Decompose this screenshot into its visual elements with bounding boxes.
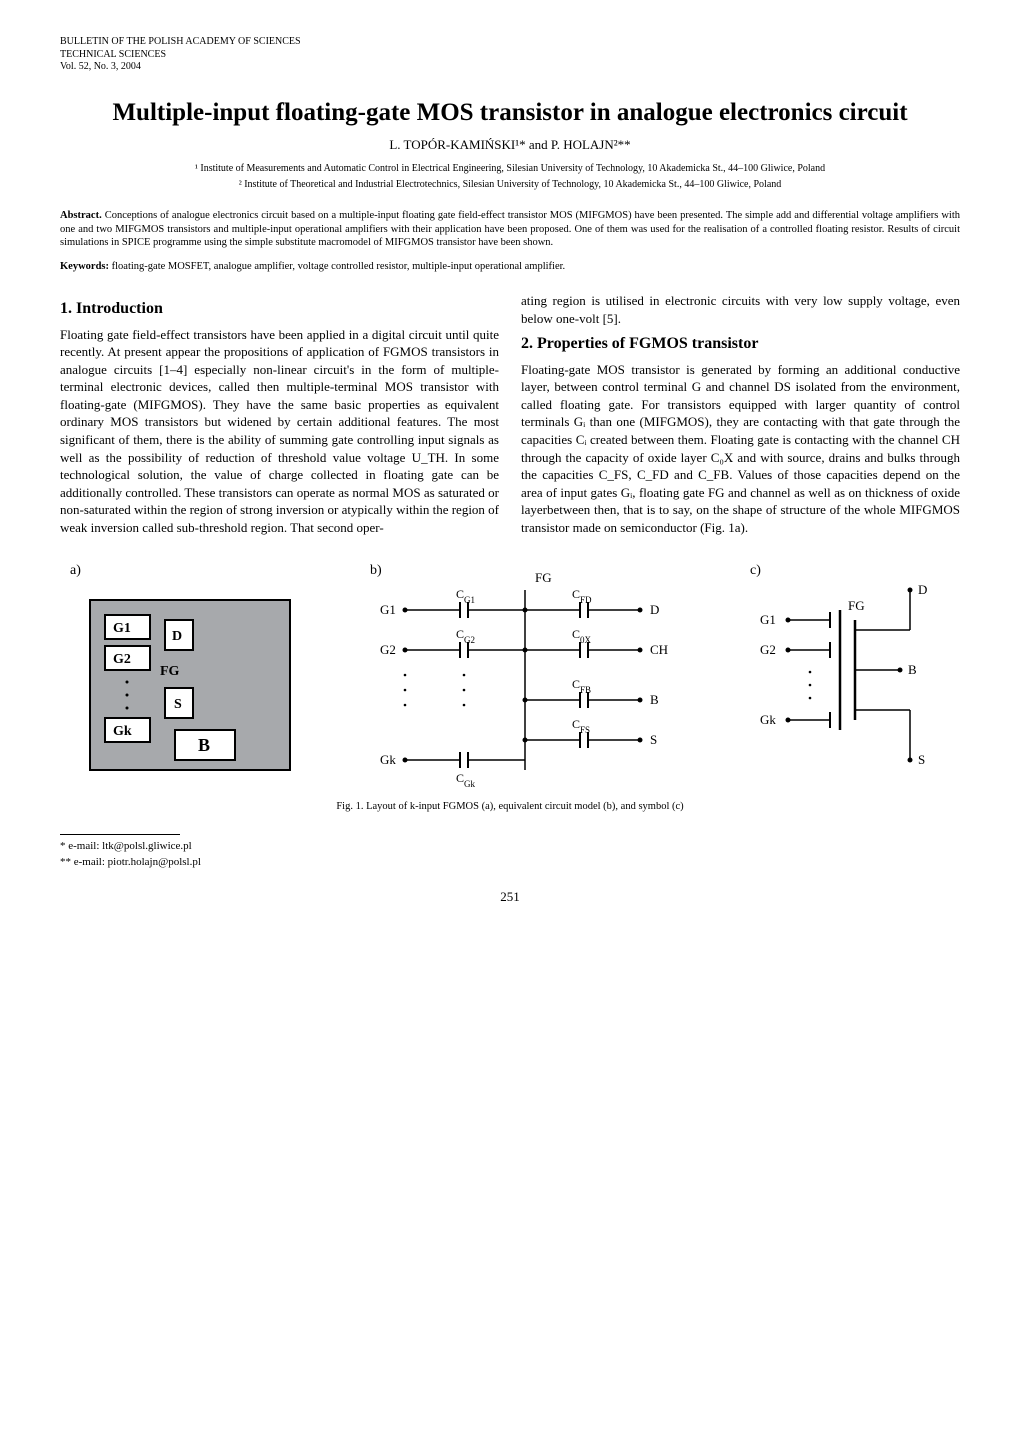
section-1-para-1: Floating gate field-effect transistors h… (60, 326, 499, 537)
section-1-para-1b: ating region is utilised in electronic c… (521, 292, 960, 327)
fig1c-g2-lab: G2 (760, 642, 776, 657)
keywords-text: floating-gate MOSFET, analogue amplifier… (109, 261, 565, 272)
right-column: ating region is utilised in electronic c… (521, 292, 960, 540)
fig1b-ldot2 (404, 689, 407, 692)
fig1b-s-node (523, 738, 528, 743)
fig1a-dot1 (126, 681, 129, 684)
fig1b-cg1-lab: CG1 (456, 587, 475, 605)
fig1b-s-term (638, 738, 643, 743)
fig1b-g2-lab: G2 (380, 642, 396, 657)
fig1b-cfb-lab: CFB (572, 677, 591, 695)
fig1b-ch-lab: CH (650, 642, 668, 657)
fig1c-g1-lab: G1 (760, 612, 776, 627)
abstract-label: Abstract. (60, 210, 102, 221)
footnote-rule (60, 834, 180, 835)
journal-line-3: Vol. 52, No. 3, 2004 (60, 61, 960, 74)
fig1b-cfs-lab: CFS (572, 717, 590, 735)
authors-line: L. TOPÓR-KAMIŃSKI¹* and P. HOLAJN²** (60, 136, 960, 154)
fig1b-b-term (638, 698, 643, 703)
footnote-1: * e-mail: ltk@polsl.gliwice.pl (60, 839, 960, 854)
figure-1a: a) G1 G2 Gk D FG S B (60, 560, 310, 790)
fig1b-gk-lab: Gk (380, 752, 396, 767)
abstract-text: Conceptions of analogue electronics circ… (60, 210, 960, 248)
section-2-para-1: Floating-gate MOS transistor is generate… (521, 361, 960, 536)
fig1a-g2-label: G2 (113, 652, 131, 667)
fig1b-cg2-lab: CG2 (456, 627, 475, 645)
fig1a-s-label: S (174, 697, 182, 712)
fig1c-d3 (809, 697, 812, 700)
fig1c-b-lab: B (908, 662, 917, 677)
figure-1-caption: Fig. 1. Layout of k-input FGMOS (a), equ… (60, 800, 960, 814)
fig1c-label: c) (750, 563, 761, 578)
keywords-label: Keywords: (60, 261, 109, 272)
journal-header: BULLETIN OF THE POLISH ACADEMY OF SCIENC… (60, 36, 960, 74)
affiliation-1: ¹ Institute of Measurements and Automati… (60, 163, 960, 176)
fig1a-g1-label: G1 (113, 621, 131, 636)
fig1c-d2 (809, 684, 812, 687)
fig1a-label: a) (70, 563, 81, 578)
fig1a-fg-label: FG (160, 664, 180, 679)
fig1b-fg-label: FG (535, 570, 552, 585)
fig1b-g1-lab: G1 (380, 602, 396, 617)
left-column: 1. Introduction Floating gate field-effe… (60, 292, 499, 540)
fig1b-ch-term (638, 648, 643, 653)
fig1a-dot3 (126, 707, 129, 710)
fig1b-b-lab: B (650, 692, 659, 707)
page-number: 251 (60, 888, 960, 906)
figure-1: a) G1 G2 Gk D FG S B (60, 560, 960, 790)
body-columns: 1. Introduction Floating gate field-effe… (60, 292, 960, 540)
figure-1b-svg: b) FG G1 CG1 G2 CG2 (360, 560, 690, 790)
fig1c-fg-lab: FG (848, 598, 865, 613)
fig1b-d-term (638, 608, 643, 613)
fig1a-b-label: B (198, 735, 210, 755)
abstract-block: Abstract. Conceptions of analogue electr… (60, 209, 960, 250)
affiliation-2: ² Institute of Theoretical and Industria… (60, 179, 960, 192)
figure-1b: b) FG G1 CG1 G2 CG2 (360, 560, 690, 790)
fig1c-s-term (908, 758, 913, 763)
section-1-heading: 1. Introduction (60, 298, 499, 320)
fig1b-cgk-lab: CGk (456, 771, 476, 789)
figure-1c: c) G1 G2 Gk FG D (740, 560, 960, 790)
fig1b-ldot3 (404, 704, 407, 707)
fig1c-d-term (908, 588, 913, 593)
journal-line-1: BULLETIN OF THE POLISH ACADEMY OF SCIENC… (60, 36, 960, 49)
paper-title: Multiple-input floating-gate MOS transis… (60, 98, 960, 128)
figure-1a-svg: a) G1 G2 Gk D FG S B (60, 560, 310, 790)
fig1c-d1 (809, 671, 812, 674)
fig1c-gk-lab: Gk (760, 712, 776, 727)
fig1b-d-lab: D (650, 602, 659, 617)
journal-line-2: TECHNICAL SCIENCES (60, 49, 960, 62)
fig1a-gk-label: Gk (113, 724, 132, 739)
fig1c-d-lab: D (918, 582, 927, 597)
fig1b-mdot1 (463, 674, 466, 677)
fig1c-s-lab: S (918, 752, 925, 767)
section-2-heading: 2. Properties of FGMOS transistor (521, 333, 960, 355)
keywords-block: Keywords: floating-gate MOSFET, analogue… (60, 260, 960, 274)
fig1b-s-lab: S (650, 732, 657, 747)
fig1b-ldot1 (404, 674, 407, 677)
footnote-2: ** e-mail: piotr.holajn@polsl.pl (60, 855, 960, 870)
fig1b-cfd-lab: CFD (572, 587, 592, 605)
fig1b-mdot2 (463, 689, 466, 692)
fig1a-d-label: D (172, 629, 182, 644)
fig1b-label: b) (370, 563, 382, 578)
fig1c-b-term (898, 668, 903, 673)
fig1b-c0x-lab: C0X (572, 627, 592, 645)
figure-1c-svg: c) G1 G2 Gk FG D (740, 560, 960, 790)
fig1b-mdot3 (463, 704, 466, 707)
fig1a-dot2 (126, 694, 129, 697)
